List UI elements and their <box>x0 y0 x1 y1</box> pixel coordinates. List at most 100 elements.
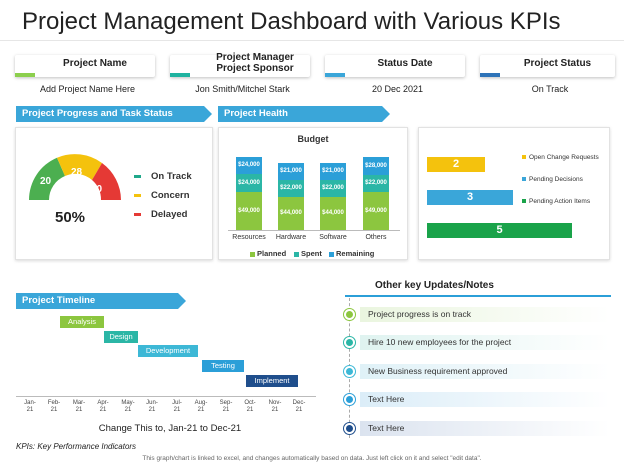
header-label-project-status: Project Status <box>523 58 592 69</box>
month-label: Aug- 21 <box>194 400 208 413</box>
card-accent <box>170 73 190 77</box>
month-label: Jan- 21 <box>24 400 36 413</box>
timeline-task-analysis: Analysis <box>60 316 104 328</box>
header-card-status-date <box>325 55 465 77</box>
ribbon-timeline: Project Timeline <box>16 293 186 309</box>
legend-label: Delayed <box>151 209 188 220</box>
x-tick-others: Others <box>365 234 387 241</box>
header-value-status-date: 20 Dec 2021 <box>371 84 424 94</box>
note-row-1: Project progress is on track <box>360 307 610 322</box>
bar-others-spent: $22,000 <box>363 175 389 192</box>
month-label: Nov- 21 <box>268 400 282 413</box>
legend-on-track: On Track <box>134 171 192 182</box>
note-text: New Business requirement approved <box>368 366 508 376</box>
ribbon-health: Project Health <box>218 106 390 122</box>
note-dot-2 <box>344 337 355 348</box>
note-dot-5 <box>344 423 355 434</box>
gauge-value-red: 10 <box>91 184 103 195</box>
notes-title-underline <box>345 295 611 297</box>
gauge-segment-green <box>29 157 65 200</box>
month-label: Mar- 21 <box>72 400 86 413</box>
gauge-percent: 50% <box>55 209 86 226</box>
header-label-project-name: Project Name <box>63 58 127 69</box>
kpi-legend-change-requests: Open Change Requests <box>522 154 599 161</box>
page-title: Project Management Dashboard with Variou… <box>22 8 561 35</box>
month-label: Oct- 21 <box>244 400 256 413</box>
note-row-2: Hire 10 new employees for the project <box>360 335 610 350</box>
month-label: Jul- 21 <box>172 400 182 413</box>
bar-hardware-remaining: $21,000 <box>278 163 304 180</box>
header-value-project-status: On Track <box>531 84 569 94</box>
notes-title: Other key Updates/Notes <box>375 280 494 291</box>
note-row-3: New Business requirement approved <box>360 364 610 379</box>
timeline-caption: Change This to, Jan-21 to Dec-21 <box>98 423 242 434</box>
bar-software-remaining: $21,000 <box>320 163 346 180</box>
header-card-project-name <box>15 55 155 77</box>
footer-kpis: KPIs: Key Performance Indicators <box>16 442 137 451</box>
month-label: May- 21 <box>121 400 135 413</box>
legend-label: Planned <box>257 249 287 258</box>
month-label: Dec- 21 <box>292 400 306 413</box>
x-tick-resources: Resources <box>232 234 266 241</box>
month-label: Jun- 21 <box>146 400 158 413</box>
bar-hardware-spent: $22,000 <box>278 180 304 197</box>
note-dot-3 <box>344 366 355 377</box>
timeline-axis <box>16 396 316 397</box>
legend-concern: Concern <box>134 190 190 201</box>
note-text: Project progress is on track <box>368 309 471 319</box>
header-label-status-date: Status Date <box>377 58 433 69</box>
note-text: Text Here <box>368 394 405 404</box>
legend-label: Open Change Requests <box>529 154 599 161</box>
kpi-legend-pending-decisions: Pending Decisions <box>522 176 583 183</box>
x-tick-software: Software <box>319 234 347 241</box>
legend-swatch <box>134 193 141 197</box>
legend-label: Spent <box>301 249 322 258</box>
budget-chart-title: Budget <box>297 134 329 144</box>
timeline-task-development: Development <box>138 345 198 357</box>
legend-swatch <box>134 174 141 178</box>
kpi-legend-action-items: Pending Action Items <box>522 198 590 205</box>
legend-swatch <box>294 251 299 257</box>
header-card-project-status <box>480 55 615 77</box>
budget-baseline <box>228 230 400 231</box>
budget-legend-remaining: Remaining <box>329 249 374 258</box>
note-row-4: Text Here <box>360 392 610 407</box>
gauge-value-yellow: 28 <box>71 167 83 178</box>
bar-software-planned: $44,000 <box>320 197 346 230</box>
note-dot-1 <box>344 309 355 320</box>
x-tick-hardware: Hardware <box>275 234 307 241</box>
note-text: Hire 10 new employees for the project <box>368 337 512 347</box>
gauge-value-green: 20 <box>40 176 52 187</box>
legend-swatch <box>329 251 334 257</box>
header-label-manager: Project Manager Project Sponsor <box>216 52 294 74</box>
budget-legend-planned: Planned <box>250 249 286 258</box>
legend-swatch <box>522 199 526 204</box>
progress-gauge <box>29 154 121 200</box>
bar-others-planned: $49,000 <box>363 192 389 230</box>
card-accent <box>325 73 345 77</box>
month-label: Apr- 21 <box>97 400 109 413</box>
bar-resources-remaining: $24,000 <box>236 157 262 174</box>
budget-legend-spent: Spent <box>294 249 322 258</box>
timeline-task-testing: Testing <box>202 360 244 372</box>
gauge-segment-yellow <box>57 154 102 180</box>
ribbon-progress: Project Progress and Task Status <box>16 106 212 122</box>
header-card-manager <box>170 55 310 77</box>
legend-label: Pending Action Items <box>529 198 591 205</box>
note-dot-4 <box>344 394 355 405</box>
timeline-task-implement: Implement <box>246 375 298 387</box>
title-divider <box>0 40 624 41</box>
gauge-segment-red <box>92 163 121 200</box>
bar-resources-spent: $24,000 <box>236 174 262 192</box>
kpi-bar-change-requests: 2 <box>427 157 485 172</box>
footer-disclaimer: This graph/chart is linked to excel, and… <box>142 455 482 462</box>
month-label: Feb- 21 <box>47 400 61 413</box>
note-text: Text Here <box>368 423 405 433</box>
bar-resources-planned: $49,000 <box>236 192 262 230</box>
note-row-5: Text Here <box>360 421 610 436</box>
legend-label: Remaining <box>336 249 375 258</box>
card-accent <box>480 73 500 77</box>
legend-label: Concern <box>151 190 190 201</box>
bar-hardware-planned: $44,000 <box>278 197 304 230</box>
header-value-manager: Jon Smith/Mitchel Stark <box>195 84 290 94</box>
